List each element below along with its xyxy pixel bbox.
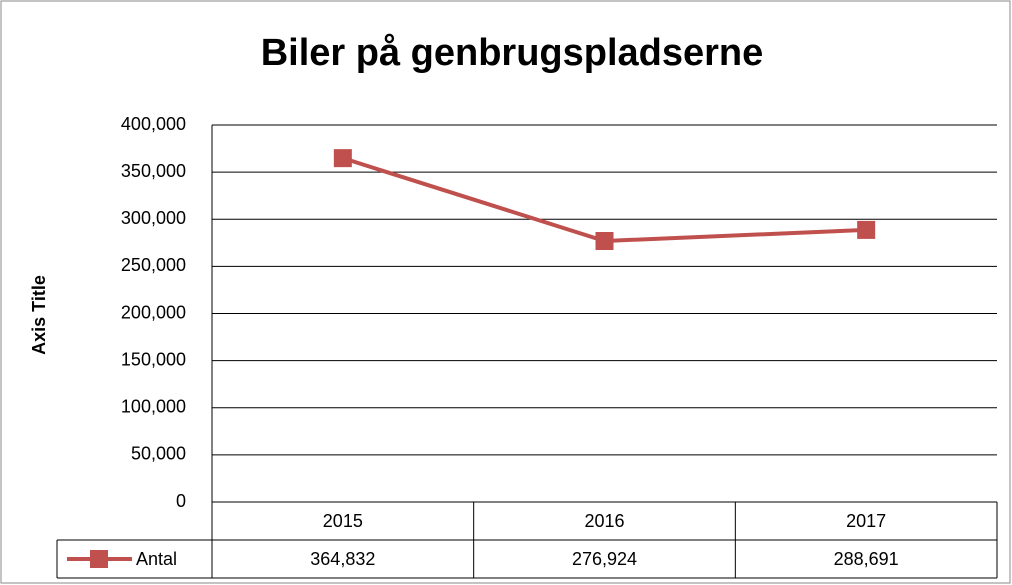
y-axis-title: Axis Title <box>29 275 49 355</box>
x-tick-label: 2017 <box>846 511 886 531</box>
x-tick-label: 2015 <box>323 511 363 531</box>
y-tick-label: 300,000 <box>121 208 186 228</box>
legend-marker <box>90 550 108 568</box>
y-tick-label: 250,000 <box>121 255 186 275</box>
y-tick-label: 50,000 <box>131 444 186 464</box>
point-marker <box>595 231 614 250</box>
x-tick-label: 2016 <box>584 511 624 531</box>
y-tick-label: 100,000 <box>121 397 186 417</box>
point-marker <box>333 149 352 168</box>
table-value: 276,924 <box>572 549 637 569</box>
chart-title: Biler på genbrugspladserne <box>261 32 764 74</box>
y-tick-label: 0 <box>176 491 186 511</box>
table-value: 364,832 <box>310 549 375 569</box>
table-value: 288,691 <box>834 549 899 569</box>
point-marker <box>857 220 876 239</box>
y-tick-label: 200,000 <box>121 302 186 322</box>
y-tick-label: 350,000 <box>121 161 186 181</box>
y-tick-label: 400,000 <box>121 114 186 134</box>
y-tick-label: 150,000 <box>121 349 186 369</box>
legend-label: Antal <box>136 549 177 569</box>
